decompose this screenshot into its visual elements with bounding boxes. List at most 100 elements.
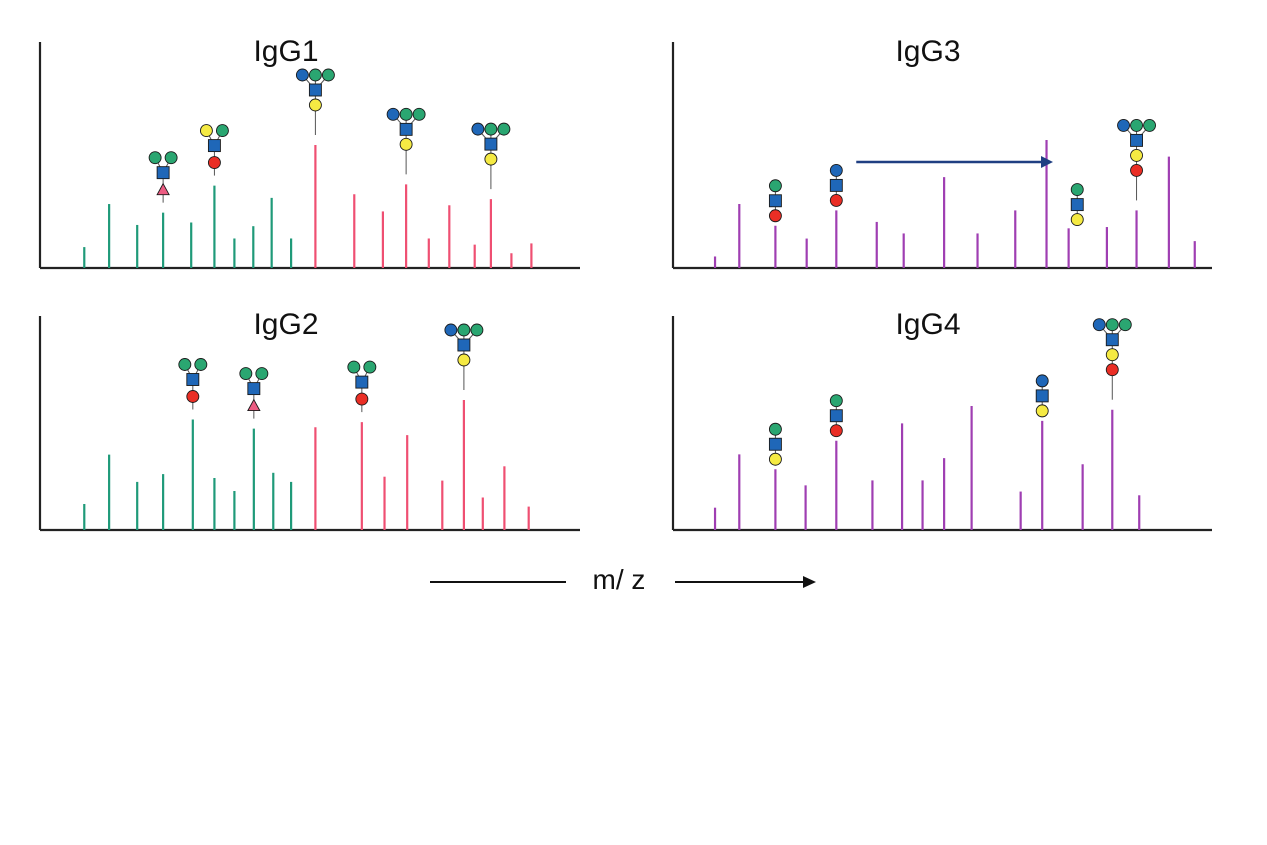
igg4-glycan-0 — [768, 422, 782, 466]
sugar-1-2-0 — [347, 360, 361, 374]
sugar-1-1-2 — [247, 382, 261, 396]
sugar-0-2-4 — [308, 98, 322, 112]
igg3-glycan-1 — [829, 163, 843, 207]
sugar-3-0-2 — [768, 452, 782, 466]
sugar-0-4-0 — [471, 122, 485, 136]
sugar-0-3-4 — [399, 137, 413, 151]
igg3-series-0 — [713, 140, 1196, 268]
panel-igg4: IgG4 — [671, 308, 1212, 532]
sugar-2-3-0 — [1117, 118, 1130, 132]
sugar-1-0-3 — [186, 390, 200, 403]
sugar-3-3-0 — [1092, 318, 1106, 332]
sugar-1-3-3 — [457, 338, 471, 352]
sugar-0-1-0 — [199, 124, 213, 138]
sugar-2-0-1 — [768, 194, 782, 208]
igg4-glycan-1 — [829, 394, 843, 438]
igg2-glycan-3 — [444, 323, 484, 390]
igg2-glycan-0 — [178, 358, 208, 410]
sugar-0-3-1 — [399, 107, 413, 121]
igg2-glycan-1 — [239, 367, 269, 419]
sugar-0-1-2 — [207, 139, 221, 153]
sugar-2-2-2 — [1070, 213, 1084, 227]
panel-igg2: IgG2 — [38, 308, 580, 532]
sugar-0-2-0 — [295, 68, 309, 82]
igg3-glycan-3 — [1117, 118, 1156, 201]
igg4-title: IgG4 — [895, 308, 960, 341]
sugar-2-3-4 — [1130, 148, 1143, 162]
sugar-0-3-0 — [386, 107, 400, 121]
sugar-3-3-2 — [1118, 318, 1132, 332]
sugar-1-2-1 — [363, 360, 377, 374]
mz-arrowhead — [803, 576, 816, 588]
igg2-glycan-2 — [347, 360, 377, 413]
sugar-2-3-2 — [1143, 118, 1156, 132]
igg3-glycan-2 — [1070, 183, 1084, 227]
igg1-series-1 — [314, 145, 533, 268]
sugar-0-3-3 — [399, 122, 413, 136]
sugar-3-0-0 — [768, 422, 782, 436]
sugar-3-2-2 — [1035, 404, 1049, 418]
panel-igg3: IgG3 — [671, 35, 1212, 270]
sugar-0-0-2 — [156, 166, 170, 180]
sugar-3-2-1 — [1035, 389, 1049, 403]
sugar-3-1-2 — [829, 424, 843, 438]
sugar-1-3-4 — [457, 353, 471, 367]
sugar-2-0-0 — [768, 179, 782, 193]
mz-axis-label-group: m/ z — [430, 564, 816, 595]
sugar-2-2-1 — [1070, 198, 1084, 212]
igg3-shift-arrow-head — [1040, 156, 1053, 168]
sugar-1-0-2 — [186, 373, 200, 386]
sugar-3-1-1 — [829, 409, 843, 423]
panel-igg1: IgG1 — [38, 35, 580, 270]
sugar-3-0-1 — [768, 437, 782, 451]
sugar-0-0-1 — [164, 151, 178, 165]
igg4-glycan-3 — [1092, 318, 1132, 400]
igg2-title: IgG2 — [253, 308, 318, 341]
igg4-glycan-2 — [1035, 374, 1049, 418]
sugar-3-3-4 — [1105, 348, 1119, 362]
sugar-1-3-1 — [457, 323, 471, 337]
igg2-series-1 — [314, 400, 530, 530]
sugar-3-3-3 — [1105, 333, 1119, 347]
sugar-1-2-2 — [355, 375, 369, 389]
igg1-title: IgG1 — [253, 35, 318, 68]
igg1-series-0 — [83, 185, 293, 268]
sugar-1-3-0 — [444, 323, 458, 337]
glycan-link-group-1-1 — [245, 373, 263, 419]
sugar-2-0-2 — [768, 209, 782, 223]
igg3-title: IgG3 — [895, 35, 960, 68]
sugar-2-1-1 — [829, 178, 843, 192]
sugar-2-1-2 — [829, 193, 843, 207]
sugar-0-1-3 — [207, 156, 221, 170]
sugar-0-4-4 — [484, 152, 498, 166]
sugar-0-1-1 — [215, 124, 229, 138]
sugar-3-3-5 — [1105, 363, 1119, 377]
sugar-0-0-3 — [156, 182, 170, 196]
glycan-link-group-0-0 — [154, 157, 172, 203]
sugar-1-1-1 — [255, 367, 269, 381]
mz-axis-label: m/ z — [593, 564, 646, 595]
sugar-3-1-0 — [829, 394, 843, 408]
igg1-glycan-0 — [148, 151, 178, 203]
sugar-0-4-1 — [484, 122, 498, 136]
igg3-glycan-0 — [768, 179, 782, 223]
chart-panels: IgG1 IgG2 IgG3 IgG4 — [38, 35, 1212, 532]
sugar-2-3-3 — [1130, 133, 1143, 147]
sugar-0-2-2 — [321, 68, 335, 82]
sugar-2-3-1 — [1130, 118, 1143, 132]
sugar-1-0-0 — [178, 358, 192, 371]
igg1-glycan-3 — [386, 107, 426, 175]
igg2-series-0 — [83, 419, 293, 530]
igg1-glycan-1 — [199, 124, 229, 176]
igg1-glycan-4 — [471, 122, 511, 190]
sugar-1-2-3 — [355, 392, 369, 406]
sugar-0-3-2 — [412, 107, 426, 121]
sugar-3-2-0 — [1035, 374, 1049, 388]
sugar-2-3-5 — [1130, 163, 1143, 177]
sugar-2-2-0 — [1070, 183, 1084, 197]
sugar-0-2-1 — [308, 68, 322, 82]
sugar-1-3-2 — [470, 323, 484, 337]
igg4-series-0 — [713, 406, 1141, 530]
